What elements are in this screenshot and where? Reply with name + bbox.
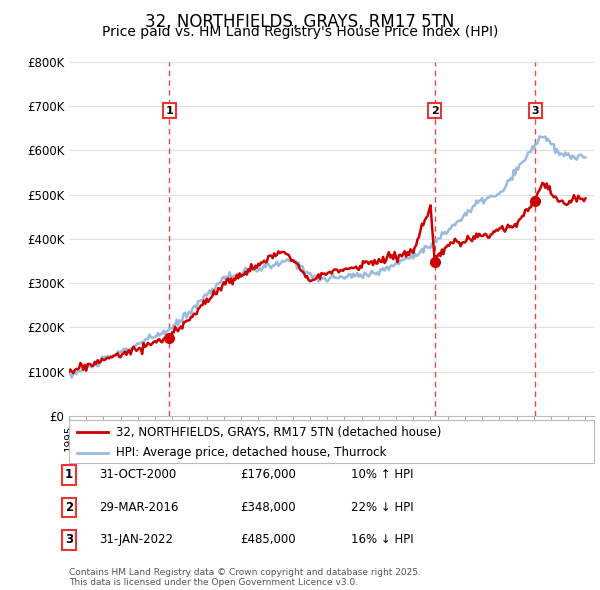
Text: 1: 1: [65, 468, 73, 481]
Text: £176,000: £176,000: [240, 468, 296, 481]
Text: 10% ↑ HPI: 10% ↑ HPI: [351, 468, 413, 481]
Text: 31-OCT-2000: 31-OCT-2000: [99, 468, 176, 481]
Text: 16% ↓ HPI: 16% ↓ HPI: [351, 533, 413, 546]
Text: Price paid vs. HM Land Registry's House Price Index (HPI): Price paid vs. HM Land Registry's House …: [102, 25, 498, 40]
Text: Contains HM Land Registry data © Crown copyright and database right 2025.
This d: Contains HM Land Registry data © Crown c…: [69, 568, 421, 587]
Text: 3: 3: [65, 533, 73, 546]
Text: 1: 1: [166, 106, 173, 116]
Text: 3: 3: [532, 106, 539, 116]
Text: 32, NORTHFIELDS, GRAYS, RM17 5TN (detached house): 32, NORTHFIELDS, GRAYS, RM17 5TN (detach…: [116, 425, 442, 438]
Text: HPI: Average price, detached house, Thurrock: HPI: Average price, detached house, Thur…: [116, 446, 386, 459]
Text: £485,000: £485,000: [240, 533, 296, 546]
Text: 31-JAN-2022: 31-JAN-2022: [99, 533, 173, 546]
Text: 2: 2: [431, 106, 439, 116]
Text: 29-MAR-2016: 29-MAR-2016: [99, 501, 178, 514]
Text: £348,000: £348,000: [240, 501, 296, 514]
Text: 32, NORTHFIELDS, GRAYS, RM17 5TN: 32, NORTHFIELDS, GRAYS, RM17 5TN: [145, 13, 455, 31]
Text: 2: 2: [65, 501, 73, 514]
Text: 22% ↓ HPI: 22% ↓ HPI: [351, 501, 413, 514]
